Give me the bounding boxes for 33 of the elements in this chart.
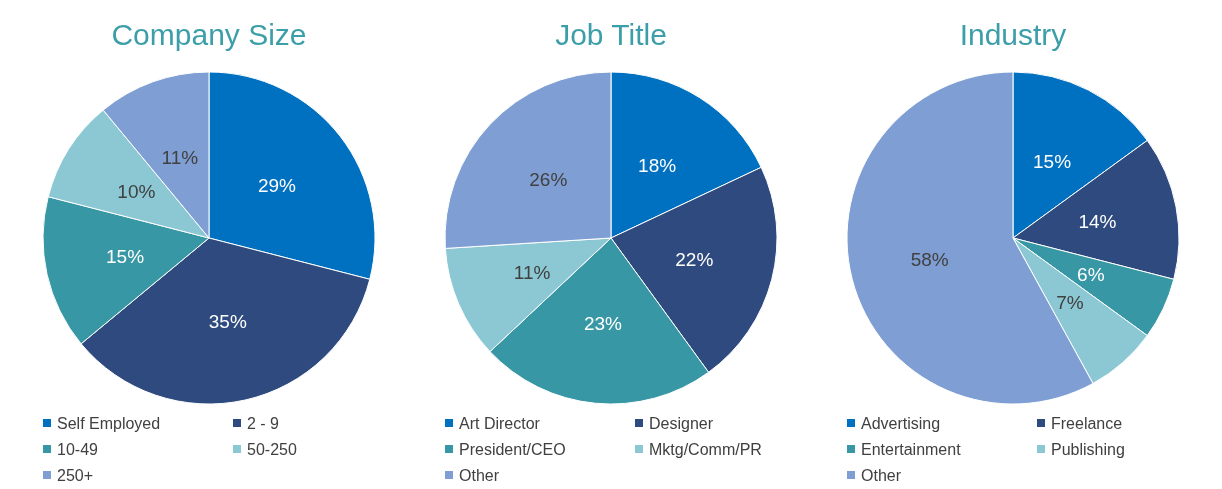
data-label: 7% xyxy=(1056,292,1084,314)
data-label: 23% xyxy=(583,313,623,335)
legend-label: Art Director xyxy=(459,414,541,432)
legend-label: Designer xyxy=(649,414,714,432)
legend-label: 250+ xyxy=(57,466,94,484)
chart-title: Industry xyxy=(959,17,1067,51)
data-label: 29% xyxy=(257,174,297,196)
legend-label: 2 - 9 xyxy=(247,414,280,432)
legend-label: 50-250 xyxy=(247,440,297,458)
legend-label: Advertising xyxy=(861,414,941,432)
data-label: 26% xyxy=(529,168,568,190)
legend-label: Freelance xyxy=(1051,414,1123,432)
data-label: 35% xyxy=(208,311,247,333)
data-label: 15% xyxy=(106,246,145,268)
data-label: 15% xyxy=(1033,150,1072,172)
chart-title: Company Size xyxy=(111,17,307,51)
data-label: 11% xyxy=(513,261,551,283)
legend-label: Other xyxy=(861,466,902,484)
legend-label: Entertainment xyxy=(861,440,962,458)
data-label: 11% xyxy=(161,146,199,168)
data-label: 58% xyxy=(910,248,949,270)
data-label: 14% xyxy=(1078,211,1117,233)
legend-label: Other xyxy=(459,466,500,484)
data-label: 10% xyxy=(117,181,156,203)
chart-title: Job Title xyxy=(555,17,667,51)
legend-label: President/CEO xyxy=(459,440,566,458)
data-label: 22% xyxy=(675,248,714,270)
legend-label: Publishing xyxy=(1051,440,1125,458)
legend-label: 10-49 xyxy=(57,440,99,458)
legend-label: Mktg/Comm/PR xyxy=(649,440,762,458)
data-label: 6% xyxy=(1077,264,1105,286)
data-label: 18% xyxy=(638,154,677,176)
legend-label: Self Employed xyxy=(57,414,161,432)
